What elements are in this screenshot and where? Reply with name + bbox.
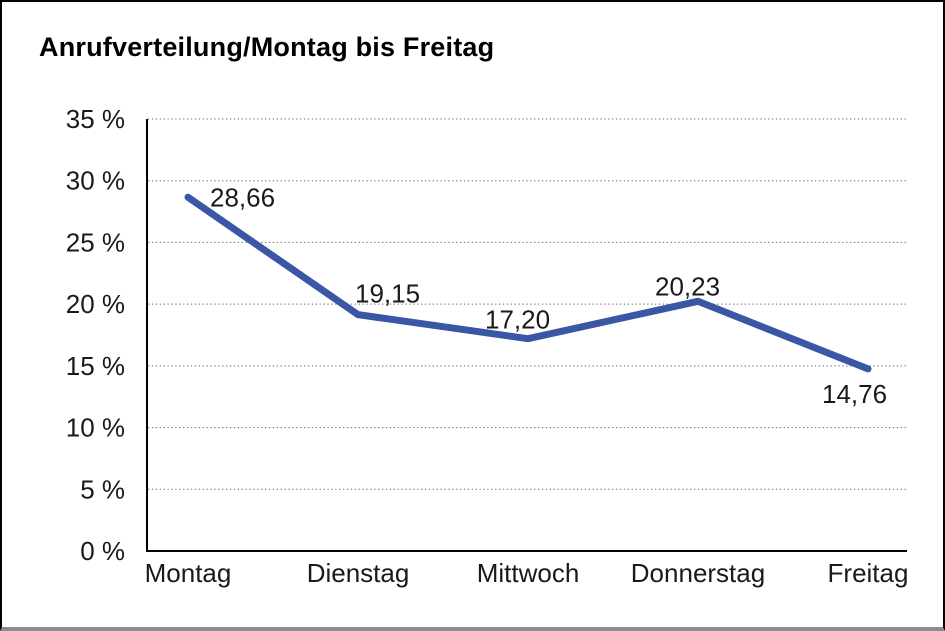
y-tick-label: 30 % [66, 166, 125, 196]
y-tick-label: 20 % [66, 289, 125, 319]
y-tick-label: 5 % [80, 474, 125, 504]
data-value-label: 14,76 [822, 379, 887, 409]
x-category-label: Dienstag [307, 558, 410, 588]
y-tick-label: 0 % [80, 536, 125, 566]
y-tick-label: 35 % [66, 104, 125, 134]
y-tick-label: 15 % [66, 351, 125, 381]
x-category-label: Montag [145, 558, 232, 588]
data-value-label: 17,20 [485, 305, 550, 335]
x-category-label: Freitag [828, 558, 909, 588]
x-category-label: Mittwoch [477, 558, 580, 588]
data-line [184, 193, 872, 373]
data-value-label: 20,23 [655, 271, 720, 301]
y-tick-label: 25 % [66, 227, 125, 257]
data-value-label: 19,15 [355, 279, 420, 309]
x-category-label: Donnerstag [631, 558, 765, 588]
y-tick-label: 10 % [66, 413, 125, 443]
chart-title: Anrufverteilung/Montag bis Freitag [39, 32, 495, 62]
data-value-label: 28,66 [210, 182, 275, 212]
